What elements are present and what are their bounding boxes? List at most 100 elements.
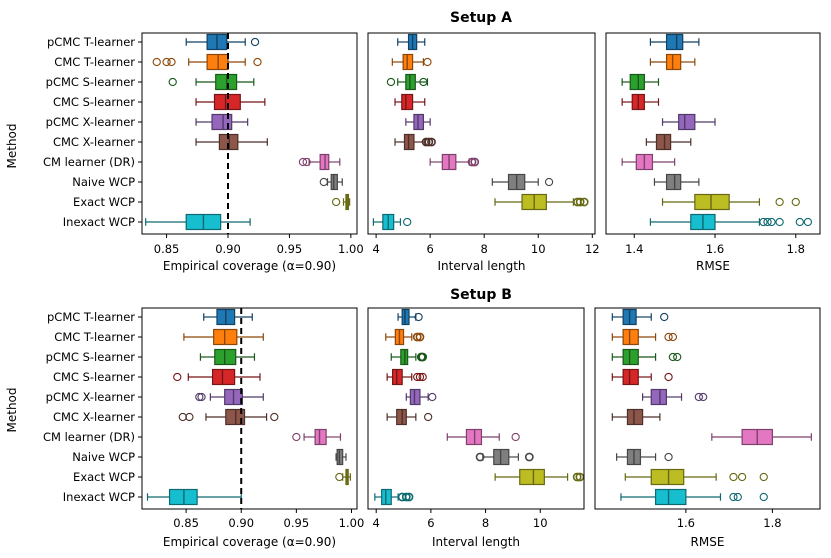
box-pcmc-t-learner xyxy=(185,33,260,51)
box-cmc-s-learner xyxy=(621,93,660,111)
box-cm-learner-dr- xyxy=(711,428,812,446)
box-cm-learner-dr- xyxy=(429,153,480,171)
iqr-box xyxy=(650,388,667,406)
box-pcmc-s-learner xyxy=(386,73,429,91)
outlier-point xyxy=(660,312,669,322)
box-cmc-s-learner xyxy=(195,93,266,111)
outlier-point xyxy=(428,392,437,402)
outlier-point xyxy=(544,177,554,187)
x-tick-label: 1.00 xyxy=(339,516,365,530)
box-cmc-t-learner xyxy=(649,53,696,71)
outlier-point xyxy=(575,472,585,482)
x-tick-label: 8 xyxy=(482,516,489,530)
method-label: Inexact WCP xyxy=(63,215,135,229)
box-naive-wcp xyxy=(653,173,700,191)
x-axis-label: Empirical coverage (α=0.90) xyxy=(163,535,336,549)
outlier-point xyxy=(737,472,747,482)
outlier-point xyxy=(162,57,171,67)
method-label: Inexact WCP xyxy=(63,490,135,504)
panel-frame xyxy=(594,307,821,510)
box-pcmc-s-learner xyxy=(611,348,682,366)
outlier-point xyxy=(759,492,768,502)
panel-frame xyxy=(367,32,596,235)
panel-a-3: 1.4 1.6 1.8 RMSE xyxy=(605,32,821,273)
box-exact-wcp xyxy=(335,468,351,486)
x-tick-label: 6 xyxy=(427,516,434,530)
outlier-point xyxy=(763,217,772,227)
outlier-point xyxy=(775,217,784,227)
outlier-point xyxy=(413,372,422,382)
box-inexact-wcp xyxy=(145,213,251,231)
x-axis-label: RMSE xyxy=(696,259,730,273)
outlier-point xyxy=(250,37,260,47)
box-pcmc-x-learner xyxy=(641,388,708,406)
box-inexact-wcp xyxy=(374,488,414,506)
outlier-point xyxy=(185,412,194,422)
method-label: CMC X-learner xyxy=(53,135,135,149)
iqr-box xyxy=(650,468,685,486)
x-tick-label: 0.90 xyxy=(228,516,254,530)
box-pcmc-x-learner xyxy=(195,388,264,406)
outlier-point xyxy=(511,432,520,442)
x-tick-label: 1.00 xyxy=(338,242,364,256)
x-tick-label: 1.8 xyxy=(787,242,805,256)
outlier-point xyxy=(292,432,301,442)
x-tick-label: 0.85 xyxy=(154,242,180,256)
outlier-point xyxy=(467,157,477,167)
outlier-point xyxy=(195,392,204,402)
method-label: pCMC X-learner xyxy=(46,115,136,129)
box-cmc-x-learner xyxy=(645,133,692,151)
box-pcmc-x-learner xyxy=(405,388,437,406)
iqr-box xyxy=(622,368,639,386)
method-label: CMC T-learner xyxy=(54,330,135,344)
outlier-point xyxy=(197,392,206,402)
x-tick-label: 12 xyxy=(585,242,600,256)
outlier-point xyxy=(152,57,161,67)
outlier-point xyxy=(178,412,187,422)
box-pcmc-t-learner xyxy=(397,308,423,326)
iqr-box xyxy=(694,193,730,211)
outlier-point xyxy=(759,472,768,482)
panel-frame xyxy=(367,307,585,510)
outlier-point xyxy=(414,312,423,322)
panel-frame xyxy=(141,32,358,235)
outlier-point xyxy=(524,452,534,462)
iqr-box xyxy=(629,73,645,91)
box-cmc-x-learner xyxy=(394,133,436,151)
method-label: pCMC T-learner xyxy=(47,310,135,324)
outlier-point xyxy=(775,197,784,207)
panel-frame xyxy=(141,307,358,510)
box-pcmc-s-learner xyxy=(168,73,255,91)
box-cmc-x-learner xyxy=(195,133,268,151)
box-cmc-t-learner xyxy=(385,328,425,346)
box-cmc-t-learner xyxy=(611,328,678,346)
box-inexact-wcp xyxy=(146,488,242,506)
outlier-point xyxy=(415,332,425,342)
box-pcmc-t-learner xyxy=(397,33,426,51)
box-exact-wcp xyxy=(624,468,768,486)
box-pcmc-x-learner xyxy=(405,113,431,131)
outlier-point xyxy=(791,197,800,207)
box-pcmc-t-learner xyxy=(203,308,253,326)
iqr-box xyxy=(314,428,327,446)
box-cm-learner-dr- xyxy=(298,153,341,171)
outlier-point xyxy=(795,217,804,227)
setup-a: Setup A pCMC T-learner CMC T-learner pCMC S… xyxy=(43,10,821,273)
method-label: pCMC X-learner xyxy=(46,390,136,404)
box-exact-wcp xyxy=(494,468,585,486)
x-tick-label: 4 xyxy=(372,242,379,256)
box-cm-learner-dr- xyxy=(446,428,520,446)
iqr-box xyxy=(519,468,545,486)
method-label: Exact WCP xyxy=(73,195,135,209)
outlier-point xyxy=(270,412,279,422)
panel-a-2: 4 6 8 10 12 Interval length xyxy=(367,32,600,273)
outlier-point xyxy=(729,472,738,482)
outlier-point xyxy=(331,197,341,207)
x-tick-label: 1.6 xyxy=(706,242,724,256)
method-label: Exact WCP xyxy=(73,470,135,484)
method-label: pCMC T-learner xyxy=(47,35,135,49)
x-tick-label: 0.85 xyxy=(173,516,199,530)
outlier-point xyxy=(668,332,678,342)
method-label: pCMC S-learner xyxy=(46,350,136,364)
outlier-point xyxy=(298,157,308,167)
